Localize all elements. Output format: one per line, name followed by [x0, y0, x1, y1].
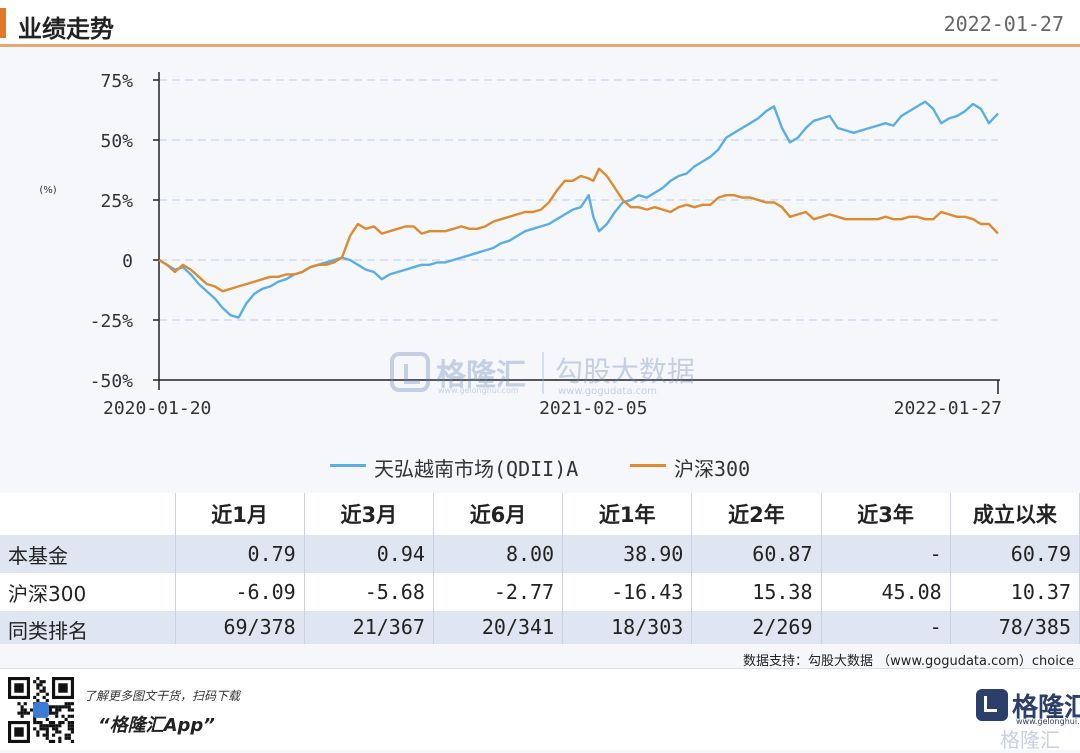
- table-cell: 45.08: [821, 573, 951, 611]
- table-row: 本基金 0.79 0.94 8.00 38.90 60.87 - 60.79: [0, 535, 1080, 573]
- y-tick-label: 25%: [100, 191, 133, 212]
- legend-label-fund: 天弘越南市场(QDII)A: [374, 457, 579, 481]
- table-cell: -: [821, 535, 951, 573]
- qr-code-icon[interactable]: [8, 677, 74, 743]
- legend-item-fund: 天弘越南市场(QDII)A: [330, 452, 630, 481]
- watermark-gogu: 勾股大数据: [555, 355, 696, 388]
- y-axis-unit: (%): [39, 185, 56, 196]
- chart-legend: 天弘越南市场(QDII)A 沪深300: [330, 452, 830, 481]
- table-cell: 15.38: [691, 573, 822, 611]
- series-line-fund: [158, 100, 999, 319]
- table-header-cell: 近1月: [175, 493, 305, 535]
- table-cell: -16.43: [562, 573, 693, 611]
- y-tick-label: -50%: [90, 371, 134, 392]
- table-cell: 78/385: [950, 611, 1080, 644]
- table-header-cell: [0, 493, 176, 535]
- table-cell: -: [821, 611, 951, 644]
- y-tick-label: 50%: [100, 131, 133, 152]
- table-cell: 38.90: [562, 535, 693, 573]
- table-header-cell: 近1年: [562, 493, 693, 535]
- y-tick-label: 0: [122, 251, 133, 272]
- table-cell: 0.79: [175, 535, 305, 573]
- table-cell: -5.68: [304, 573, 434, 611]
- footer-logo-text: 格隆汇: [1012, 693, 1080, 723]
- footer-logo-url: www.gelonghui.com: [1016, 717, 1080, 726]
- page-title: 业绩走势: [18, 15, 114, 43]
- table-header-cell: 成立以来: [950, 493, 1080, 535]
- performance-table: 近1月 近3月 近6月 近1年 近2年 近3年 成立以来 本基金 0.79 0.…: [0, 493, 1080, 644]
- header-date: 2022-01-27: [943, 12, 1064, 36]
- table-cell: 60.87: [691, 535, 822, 573]
- x-tick-label: 2022-01-27: [894, 398, 1002, 419]
- footer-divider: [0, 668, 1080, 669]
- table-header-cell: 近3年: [821, 493, 951, 535]
- table-cell: 8.00: [433, 535, 564, 573]
- table-row: 沪深300 -6.09 -5.68 -2.77 -16.43 15.38 45.…: [0, 573, 1080, 611]
- legend-label-index: 沪深300: [674, 457, 751, 481]
- table-cell: 60.79: [950, 535, 1080, 573]
- x-tick-label: 2021-02-05: [539, 398, 647, 419]
- series-line-index: [158, 167, 999, 293]
- table-cell: 0.94: [304, 535, 434, 573]
- data-source-note: 数据支持：勾股大数据 （www.gogudata.com）choice: [743, 654, 1074, 669]
- table-cell: 21/367: [304, 611, 434, 644]
- table-row: 同类排名 69/378 21/367 20/341 18/303 2/269 -…: [0, 611, 1080, 644]
- header-accent-bar: [0, 8, 6, 38]
- legend-swatch-index: [630, 464, 666, 467]
- legend-swatch-fund: [330, 464, 366, 467]
- footer: 了解更多图文干货，扫码下载 “格隆汇App” 格隆汇 www.gelonghui…: [0, 669, 1080, 752]
- watermark-brand: 格隆汇: [436, 358, 526, 393]
- watermark-gogu-url: www.gogudata.com: [558, 386, 658, 397]
- y-tick-label: 75%: [100, 71, 133, 92]
- row-label: 本基金: [0, 535, 176, 573]
- watermark-divider: [542, 352, 544, 394]
- table-cell: 20/341: [433, 611, 564, 644]
- watermark-brand-url: www.gelonghui.com: [438, 386, 519, 395]
- header: 业绩走势 2022-01-27: [0, 0, 1080, 44]
- x-tick-label: 2020-01-20: [103, 398, 211, 419]
- gelonghui-logo-icon: [390, 352, 430, 392]
- table-header-cell: 近3月: [304, 493, 434, 535]
- table-cell: 18/303: [562, 611, 693, 644]
- table-header-cell: 近6月: [433, 493, 564, 535]
- watermark: 格隆汇 www.gelonghui.com 勾股大数据 www.gogudata…: [390, 350, 710, 398]
- table-header-row: 近1月 近3月 近6月 近1年 近2年 近3年 成立以来: [0, 493, 1080, 535]
- header-divider: [0, 44, 1080, 47]
- table-header-cell: 近2年: [691, 493, 822, 535]
- table-cell: 2/269: [691, 611, 822, 644]
- gelonghui-logo-icon: [976, 689, 1008, 721]
- performance-chart: 75% 50% 25% 0 -25% -50% (%) 2020-01-20 2021-02-0…: [39, 71, 1002, 419]
- table-cell: 10.37: [950, 573, 1080, 611]
- footer-tip: 了解更多图文干货，扫码下载: [84, 689, 241, 703]
- footer-watermark: 格隆汇: [1000, 728, 1060, 752]
- table-cell: 69/378: [175, 611, 305, 644]
- table-cell: -2.77: [433, 573, 564, 611]
- footer-app-name: “格隆汇App”: [98, 715, 215, 736]
- row-label: 沪深300: [0, 573, 176, 611]
- row-label: 同类排名: [0, 611, 176, 644]
- table-cell: -6.09: [175, 573, 305, 611]
- y-tick-label: -25%: [90, 311, 134, 332]
- legend-item-index: 沪深300: [630, 452, 810, 481]
